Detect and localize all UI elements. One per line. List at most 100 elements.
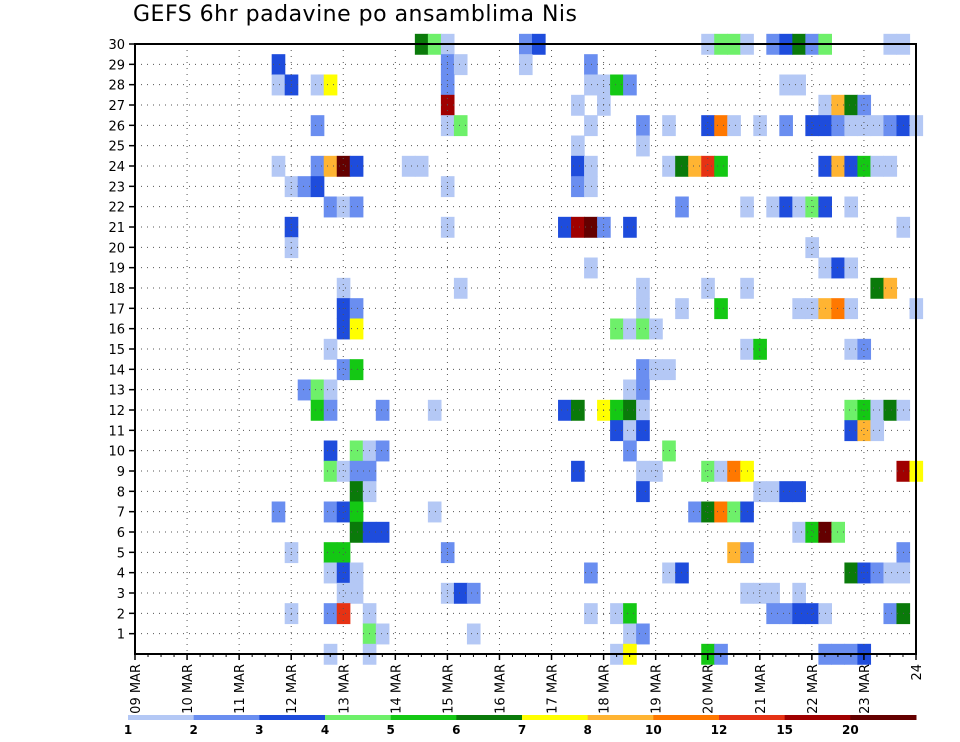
heatmap-cell [714, 501, 728, 523]
chart-title: GEFS 6hr padavine po ansamblima Nis [133, 2, 578, 27]
heatmap-cell [831, 94, 846, 116]
heatmap-cell [323, 155, 338, 177]
heatmap-cell [401, 155, 416, 177]
heatmap-cell [870, 420, 885, 442]
heatmap-cell [349, 521, 364, 543]
y-tick-label: 20 [108, 241, 125, 256]
heatmap-cell [636, 399, 650, 421]
heatmap-cell [753, 582, 767, 604]
heatmap-cell [779, 115, 793, 137]
heatmap-cell [831, 115, 846, 137]
heatmap-cell [271, 54, 286, 76]
x-tick-label: 17 MAR [546, 664, 561, 714]
heatmap-cell [766, 481, 780, 503]
heatmap-cell [610, 603, 624, 625]
colorbar-segment [193, 715, 260, 720]
colorbar-label: 12 [711, 723, 728, 737]
heatmap-cell [805, 603, 819, 625]
heatmap-cell [623, 440, 637, 462]
heatmap-cell [844, 115, 859, 137]
colorbar-label: 10 [645, 723, 662, 737]
y-tick-label: 21 [108, 221, 125, 236]
y-tick-label: 17 [108, 302, 125, 317]
heatmap-cell [636, 379, 650, 401]
heatmap-cell [636, 623, 650, 645]
heatmap-cell [844, 257, 859, 279]
heatmap-cell [844, 298, 859, 320]
heatmap-cell [636, 298, 650, 320]
y-tick-label: 28 [108, 79, 125, 94]
x-tick-label: 21 MAR [754, 664, 769, 714]
heatmap-cell [623, 420, 637, 442]
y-tick-label: 2 [117, 607, 125, 622]
heatmap-cell [766, 582, 780, 604]
heatmap-cell [857, 115, 872, 137]
heatmap-cell [584, 176, 598, 198]
y-tick-label: 10 [108, 445, 125, 460]
heatmap-cell [323, 379, 338, 401]
y-tick-label: 29 [108, 58, 125, 73]
heatmap-cell [727, 460, 741, 482]
heatmap-cell [714, 298, 728, 320]
heatmap-cell [883, 399, 898, 421]
heatmap-cell [844, 420, 859, 442]
heatmap-cell [870, 155, 885, 177]
heatmap-cell [375, 521, 390, 543]
heatmap-cell [792, 481, 806, 503]
heatmap-cell [349, 440, 364, 462]
y-tick-label: 30 [108, 38, 125, 53]
heatmap-cell [336, 582, 351, 604]
heatmap-cell [883, 603, 898, 625]
x-tick-label: 09 MAR [129, 664, 144, 714]
colorbar-segment [390, 715, 457, 720]
heatmap-cell [323, 542, 338, 564]
heatmap-cell [571, 216, 585, 238]
heatmap-cell [792, 521, 806, 543]
heatmap-cell [805, 237, 819, 259]
heatmap-cell [584, 115, 598, 137]
heatmap-cell [349, 298, 364, 320]
heatmap-cell [610, 318, 624, 340]
y-tick-label: 5 [117, 546, 125, 561]
colorbar-label: 4 [321, 723, 329, 737]
heatmap-cell [349, 582, 364, 604]
heatmap-cell [857, 338, 872, 360]
heatmap-cell [792, 582, 806, 604]
heatmap-cell [310, 399, 325, 421]
x-tick-label: 16 MAR [493, 664, 508, 714]
x-tick-label: 13 MAR [337, 664, 352, 714]
heatmap-cell [584, 155, 598, 177]
x-tick-label: 20 MAR [702, 664, 717, 714]
y-tick-label: 11 [108, 424, 125, 439]
heatmap-cell [336, 501, 351, 523]
heatmap-cell [349, 460, 364, 482]
heatmap-cell [870, 277, 885, 299]
heatmap-cell [857, 94, 872, 116]
y-tick-label: 12 [108, 404, 125, 419]
heatmap-cell [883, 562, 898, 584]
heatmap-cell [844, 562, 859, 584]
colorbar-label: 5 [386, 723, 394, 737]
heatmap-cell [336, 460, 351, 482]
heatmap-cell [427, 501, 442, 523]
heatmap-cell [571, 460, 585, 482]
heatmap-cell [349, 155, 364, 177]
heatmap-cell [870, 562, 885, 584]
heatmap-cell [662, 155, 676, 177]
heatmap-cell [623, 216, 637, 238]
heatmap-cell [323, 74, 338, 96]
heatmap-cell [584, 54, 598, 76]
colorbar-segment [784, 715, 851, 720]
heatmap-cell [727, 542, 741, 564]
y-tick-label: 7 [117, 506, 125, 521]
y-tick-label: 14 [108, 363, 125, 378]
heatmap-cell [571, 94, 585, 116]
heatmap-cell [271, 74, 286, 96]
heatmap-cell [779, 196, 793, 218]
heatmap-cell [584, 603, 598, 625]
heatmap-cell [623, 318, 637, 340]
heatmap-cell [336, 318, 351, 340]
heatmap-cell [349, 501, 364, 523]
heatmap-cell [297, 176, 312, 198]
